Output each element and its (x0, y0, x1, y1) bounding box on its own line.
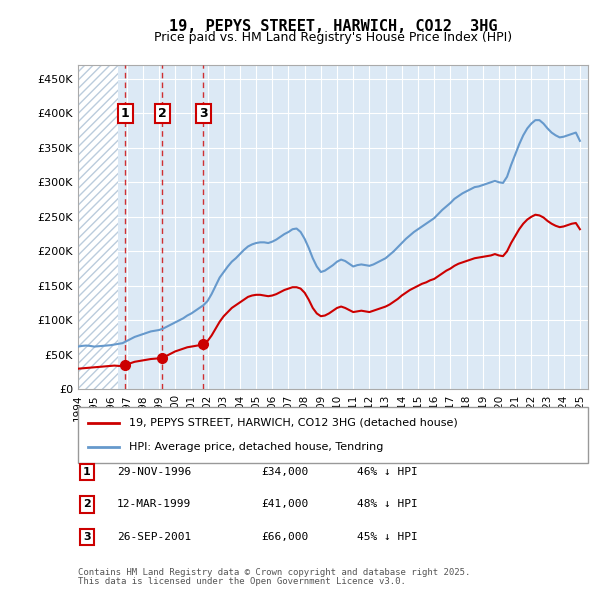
Text: 45% ↓ HPI: 45% ↓ HPI (357, 532, 418, 542)
Text: 3: 3 (199, 107, 208, 120)
Text: 1: 1 (121, 107, 130, 120)
Text: £41,000: £41,000 (261, 500, 308, 509)
Text: Contains HM Land Registry data © Crown copyright and database right 2025.: Contains HM Land Registry data © Crown c… (78, 568, 470, 577)
Text: 2: 2 (83, 500, 91, 509)
Text: £66,000: £66,000 (261, 532, 308, 542)
Text: 46% ↓ HPI: 46% ↓ HPI (357, 467, 418, 477)
Text: 12-MAR-1999: 12-MAR-1999 (117, 500, 191, 509)
Bar (78, 65, 118, 389)
Text: 19, PEPYS STREET, HARWICH, CO12 3HG (detached house): 19, PEPYS STREET, HARWICH, CO12 3HG (det… (129, 418, 458, 428)
Text: 26-SEP-2001: 26-SEP-2001 (117, 532, 191, 542)
Text: 3: 3 (83, 532, 91, 542)
Text: 29-NOV-1996: 29-NOV-1996 (117, 467, 191, 477)
Text: 1: 1 (83, 467, 91, 477)
Text: 19, PEPYS STREET, HARWICH, CO12  3HG: 19, PEPYS STREET, HARWICH, CO12 3HG (169, 19, 497, 34)
Text: Price paid vs. HM Land Registry's House Price Index (HPI): Price paid vs. HM Land Registry's House … (154, 31, 512, 44)
FancyBboxPatch shape (78, 407, 588, 463)
Text: £34,000: £34,000 (261, 467, 308, 477)
Text: 48% ↓ HPI: 48% ↓ HPI (357, 500, 418, 509)
Text: 2: 2 (158, 107, 166, 120)
Text: HPI: Average price, detached house, Tendring: HPI: Average price, detached house, Tend… (129, 442, 383, 453)
Text: This data is licensed under the Open Government Licence v3.0.: This data is licensed under the Open Gov… (78, 577, 406, 586)
